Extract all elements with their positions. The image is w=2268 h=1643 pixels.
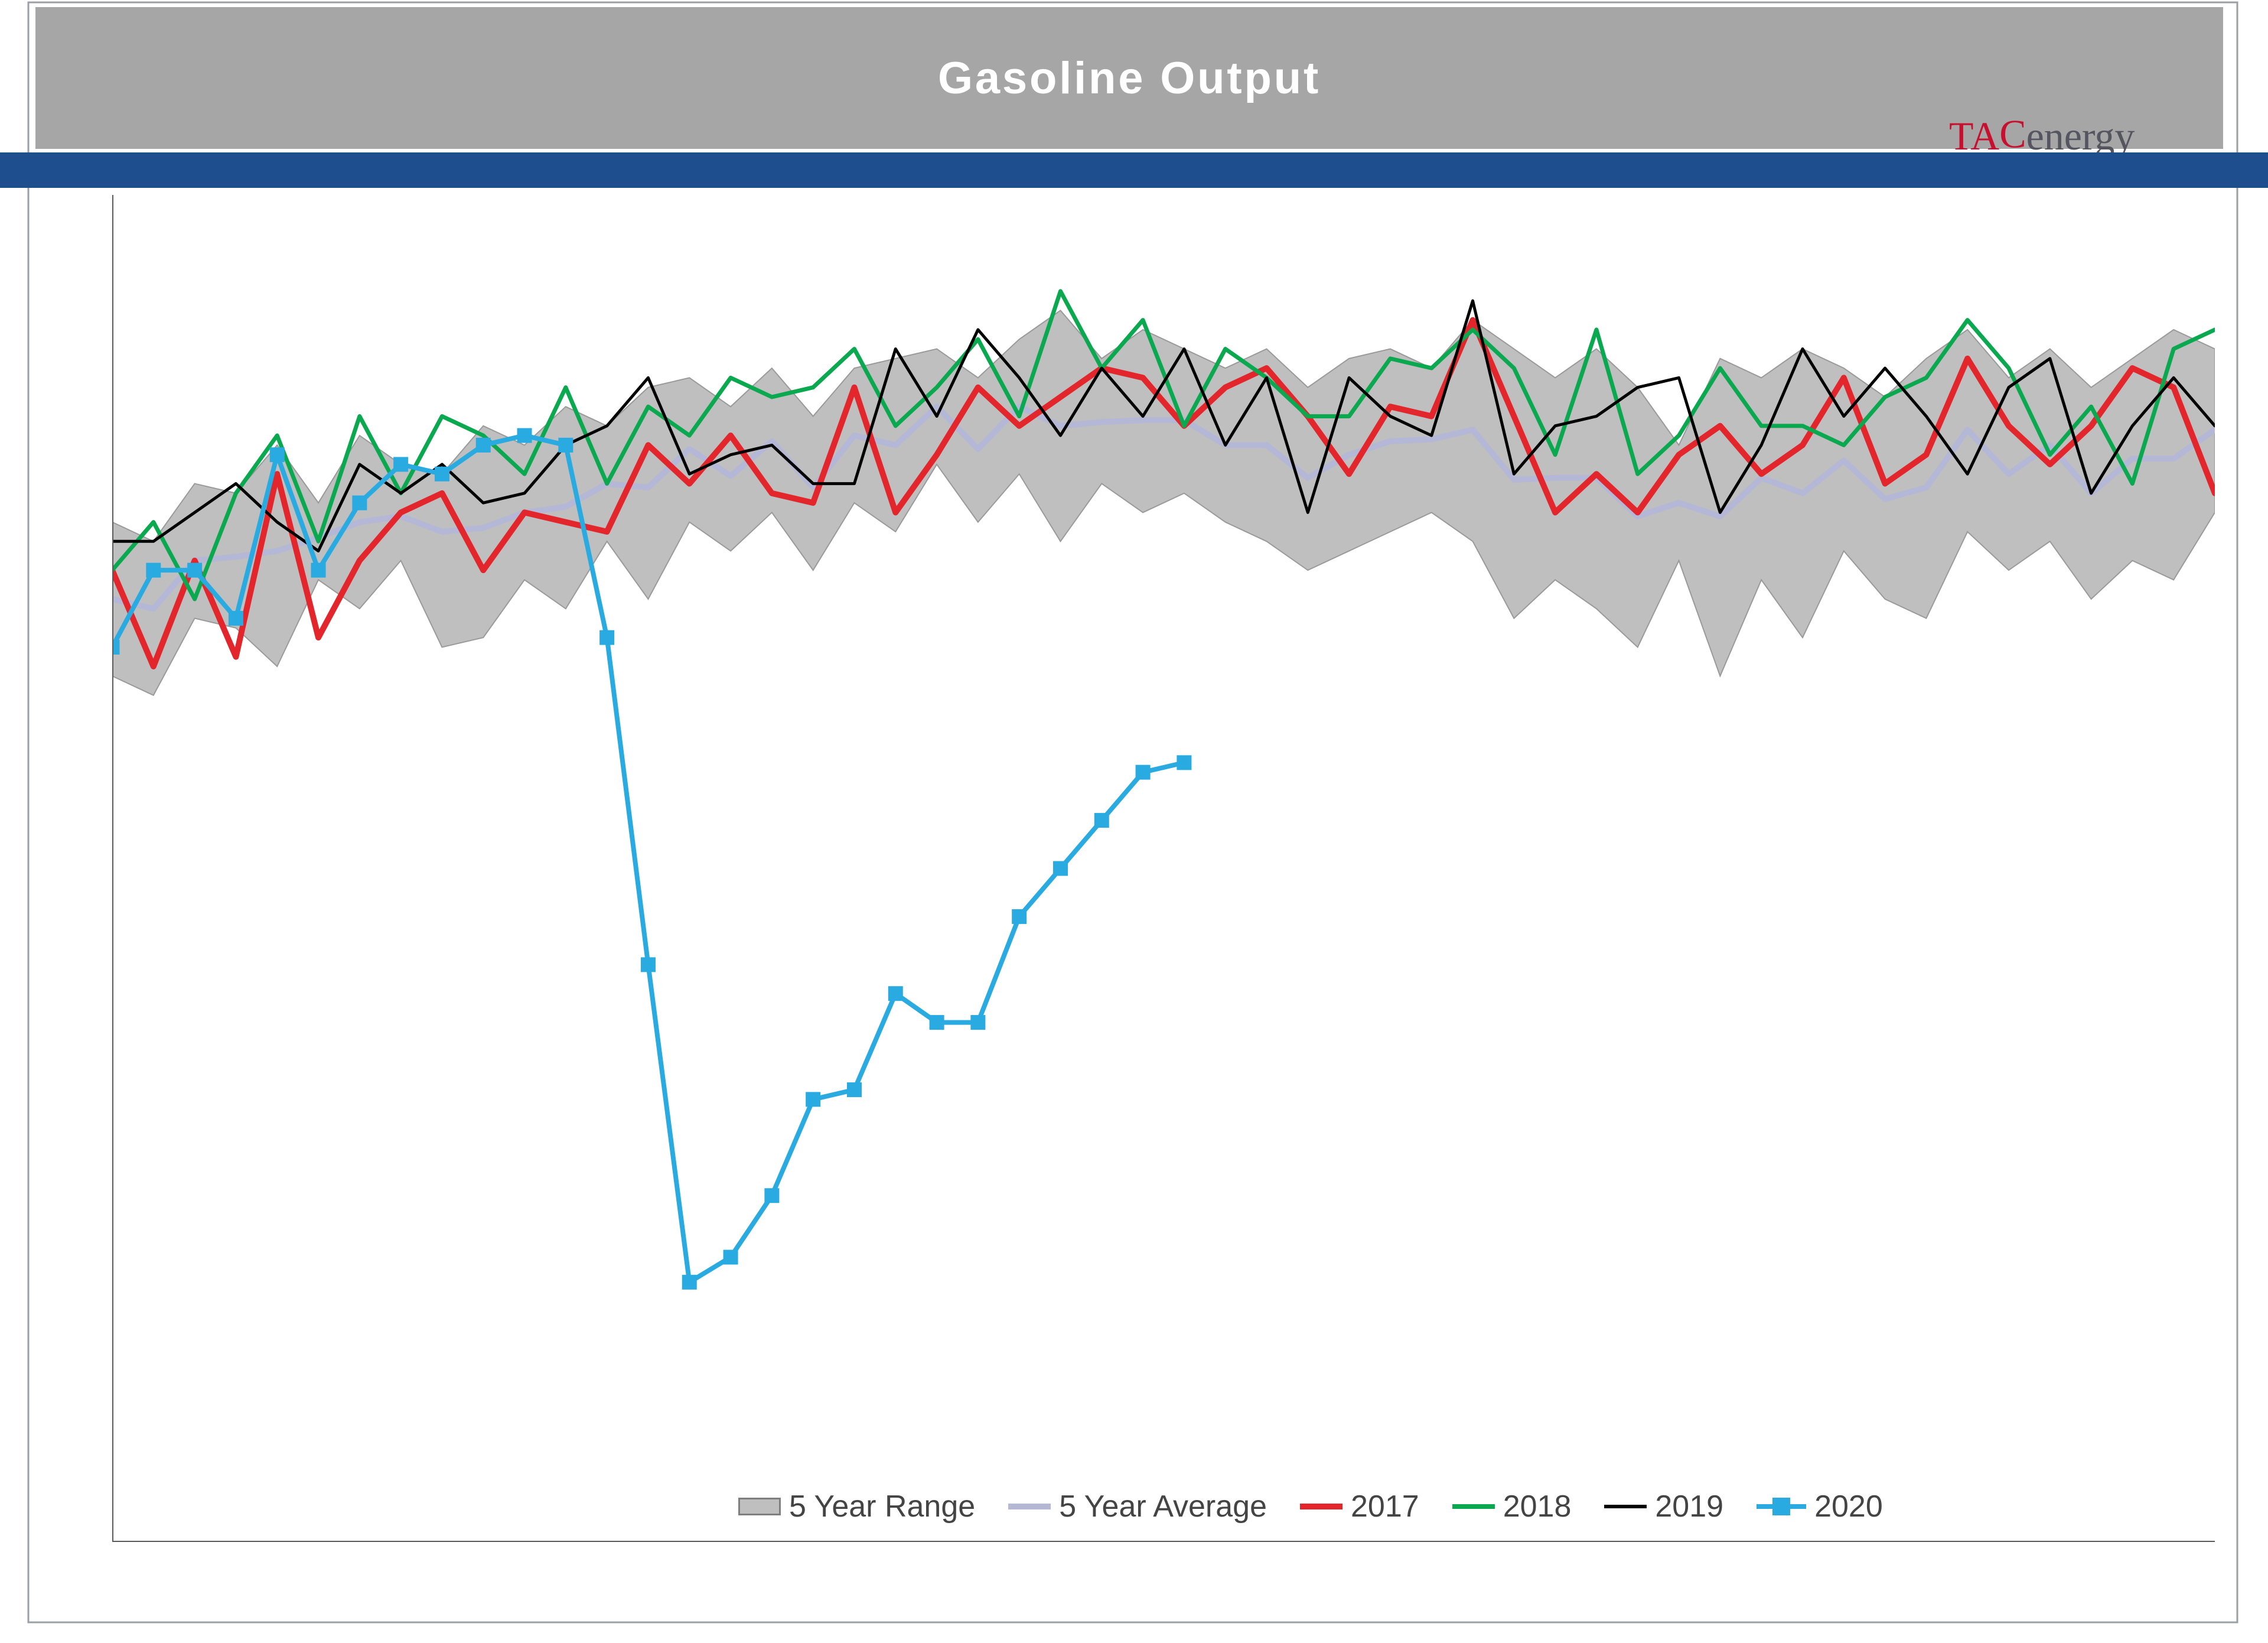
legend-label-2018: 2018 — [1503, 1489, 1572, 1524]
series-2020-marker — [807, 1093, 820, 1106]
logo-prefix: TA — [1949, 113, 1999, 158]
legend-swatch-avg — [1008, 1504, 1051, 1509]
logo-glyph: C — [1999, 114, 2026, 154]
legend-label-2017: 2017 — [1351, 1489, 1419, 1524]
chart-legend: 5 Year Range 5 Year Average 2017 2018 20… — [738, 1489, 1883, 1524]
legend-label-2020: 2020 — [1814, 1489, 1883, 1524]
series-2020-marker — [1095, 814, 1108, 827]
series-2020-marker — [229, 612, 242, 625]
series-2020-marker — [641, 958, 654, 971]
series-2020-marker — [972, 1016, 985, 1029]
series-2020-marker — [765, 1189, 778, 1202]
chart-title: Gasoline Output — [938, 53, 1321, 104]
legend-item-2020: 2020 — [1757, 1489, 1883, 1524]
header-accent-bar — [0, 152, 2268, 188]
series-2020-marker — [601, 631, 614, 644]
legend-item-2019: 2019 — [1604, 1489, 1723, 1524]
series-2020-marker — [518, 429, 531, 442]
series-2020-marker — [435, 467, 448, 480]
series-2020-marker — [1136, 766, 1149, 779]
series-2020-marker — [477, 438, 490, 451]
series-2020-marker — [889, 987, 902, 1000]
logo-suffix: energy — [2026, 113, 2135, 158]
legend-item-avg: 5 Year Average — [1008, 1489, 1267, 1524]
series-2020-marker — [353, 496, 366, 509]
legend-swatch-2020 — [1757, 1498, 1806, 1515]
legend-item-range: 5 Year Range — [738, 1489, 975, 1524]
series-2020-marker — [1013, 910, 1026, 923]
series-2020-marker — [683, 1276, 696, 1289]
series-2020-marker — [271, 448, 284, 461]
legend-item-2017: 2017 — [1300, 1489, 1419, 1524]
series-2020-marker — [188, 564, 201, 577]
series-2020-marker — [724, 1251, 737, 1264]
legend-swatch-2018 — [1452, 1504, 1495, 1509]
series-2020-marker — [1054, 862, 1067, 875]
series-2020-marker — [930, 1016, 943, 1029]
legend-item-2018: 2018 — [1452, 1489, 1572, 1524]
series-2020-marker — [848, 1084, 861, 1097]
series-2020-marker — [312, 564, 325, 577]
legend-label-2019: 2019 — [1655, 1489, 1723, 1524]
legend-label-avg: 5 Year Average — [1059, 1489, 1267, 1524]
series-2020-marker — [1178, 756, 1191, 769]
legend-swatch-2017 — [1300, 1504, 1342, 1509]
series-2020-marker — [559, 438, 572, 451]
line-chart — [112, 195, 2215, 1542]
legend-swatch-range — [738, 1498, 781, 1515]
series-2020-marker — [395, 458, 408, 471]
series-2020-marker — [147, 564, 160, 577]
chart-title-bar: Gasoline Output — [35, 7, 2223, 149]
brand-logo: TACenergy — [1949, 116, 2135, 156]
legend-swatch-2019 — [1604, 1505, 1647, 1508]
legend-label-range: 5 Year Range — [789, 1489, 975, 1524]
